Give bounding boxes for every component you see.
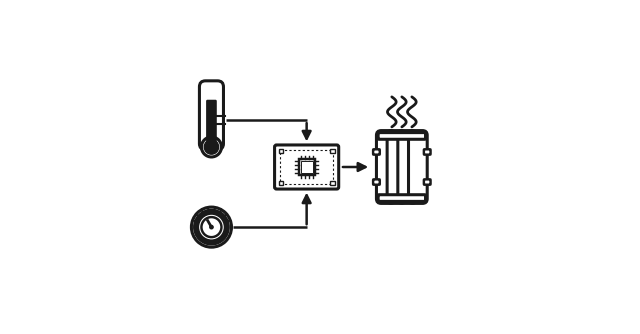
FancyBboxPatch shape: [387, 131, 406, 203]
FancyBboxPatch shape: [424, 179, 431, 185]
FancyBboxPatch shape: [330, 149, 335, 153]
Circle shape: [196, 212, 227, 242]
FancyBboxPatch shape: [408, 131, 428, 203]
FancyBboxPatch shape: [278, 149, 284, 153]
FancyBboxPatch shape: [398, 131, 417, 203]
Circle shape: [191, 207, 232, 247]
FancyBboxPatch shape: [275, 145, 339, 189]
FancyBboxPatch shape: [378, 133, 426, 139]
FancyBboxPatch shape: [200, 81, 223, 150]
FancyBboxPatch shape: [278, 181, 284, 185]
Circle shape: [210, 225, 213, 229]
FancyBboxPatch shape: [280, 150, 333, 184]
FancyBboxPatch shape: [373, 149, 380, 155]
FancyBboxPatch shape: [424, 149, 431, 155]
FancyBboxPatch shape: [378, 195, 426, 201]
Circle shape: [202, 137, 221, 157]
FancyBboxPatch shape: [330, 181, 335, 185]
FancyBboxPatch shape: [373, 179, 380, 185]
FancyBboxPatch shape: [301, 161, 313, 173]
FancyBboxPatch shape: [299, 159, 315, 175]
FancyBboxPatch shape: [206, 100, 217, 143]
Circle shape: [204, 140, 219, 154]
Circle shape: [202, 217, 221, 237]
FancyBboxPatch shape: [376, 131, 395, 203]
